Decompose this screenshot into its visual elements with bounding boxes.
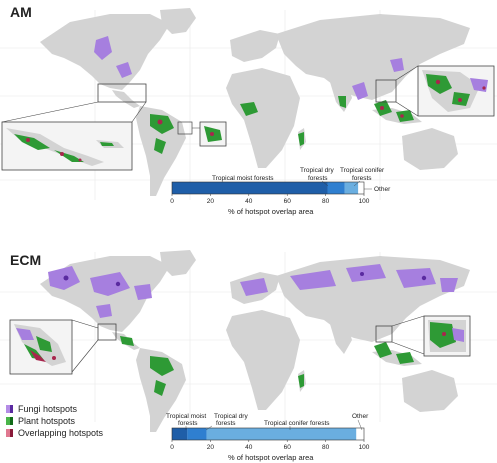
legend-swatch-fungi	[6, 404, 13, 413]
segment-label-ecm-dry-2: forests	[216, 420, 236, 427]
segment-label-ecm-dry-1: Tropical dry	[214, 413, 248, 420]
legend-swatch-overlap	[6, 428, 13, 437]
bar-tick-label-ecm-0: 0	[170, 444, 174, 451]
ecm-panel: ECM	[0, 232, 497, 463]
bar-tick-label-ecm-5: 100	[359, 444, 370, 451]
fungi-hotspots-ecm	[48, 264, 458, 318]
map-legend: Fungi hotspots Plant hotspots Overlappin…	[6, 403, 103, 439]
world-map-ecm: 0 20 40 60 80 100 Tropical moist forests Trop…	[0, 250, 497, 462]
plant-hotspots-am	[150, 96, 414, 154]
segment-label-ecm-conifer: Tropical conifer forests	[264, 420, 330, 427]
segment-label-am-moist: Tropical moist forests	[212, 175, 274, 182]
bar-segment-am-1	[327, 182, 345, 194]
legend-item-overlap: Overlapping hotspots	[6, 427, 103, 438]
europe	[230, 30, 280, 62]
inset-se-asia-ecm	[375, 315, 471, 357]
segment-label-ecm-moist-2: forests	[178, 420, 198, 427]
india	[330, 324, 352, 354]
bar-tick-label-ecm-4: 80	[322, 444, 330, 451]
australia	[402, 370, 458, 412]
legend-label-fungi: Fungi hotspots	[18, 403, 78, 414]
swatch-dark	[9, 404, 13, 413]
greenland	[160, 250, 196, 276]
stacked-bar-ecm: 0 20 40 60 80 100	[170, 427, 370, 451]
bar-tick-label-ecm-1: 20	[207, 444, 215, 451]
bar-am-annotations: Tropical moist forests Tropical dry fore…	[212, 167, 391, 216]
bar-axis-label-ecm: % of hotspot overlap area	[228, 453, 314, 462]
africa	[226, 68, 300, 168]
bar-tick-label-ecm-2: 40	[245, 444, 253, 451]
plant-hotspots-ecm	[120, 336, 414, 396]
world-map-am: 0 20 40 60 80 100 Tropical moist forests Trop…	[0, 8, 497, 216]
australia	[402, 128, 458, 170]
overlap-hotspots-am	[157, 106, 404, 125]
bar-axis-label-am: % of hotspot overlap area	[228, 207, 314, 216]
bar-tick-label-ecm-3: 60	[284, 444, 292, 451]
fungi-dark-hotspots-ecm	[63, 272, 427, 287]
asia	[276, 14, 470, 100]
legend-label-overlap: Overlapping hotspots	[18, 427, 104, 438]
central-america	[112, 90, 140, 108]
bar-tick-label-am-5: 100	[359, 198, 370, 205]
inset-brazil-am	[177, 121, 227, 147]
swatch-light	[6, 404, 10, 413]
inset-mexico-ecm	[9, 319, 117, 375]
swatch-light	[6, 416, 10, 425]
inset-central-america-am	[1, 83, 147, 171]
swatch-dark	[9, 428, 13, 437]
legend-item-fungi: Fungi hotspots	[6, 403, 103, 414]
bar-segment-am-3	[358, 182, 364, 194]
segment-label-am-conifer-2: forests	[352, 175, 372, 182]
bar-segment-ecm-2	[206, 428, 357, 440]
stacked-bar-am: 0 20 40 60 80 100	[170, 181, 370, 205]
segment-label-ecm-other: Other	[352, 413, 369, 420]
bar-segment-am-2	[344, 182, 359, 194]
segment-label-am-conifer-1: Tropical conifer	[340, 167, 385, 174]
segment-label-am-other: Other	[374, 186, 391, 193]
segment-label-am-dry-2: forests	[308, 175, 328, 182]
legend-label-plant: Plant hotspots	[18, 415, 76, 426]
bar-segment-ecm-0	[172, 428, 188, 440]
bar-tick-label-am-0: 0	[170, 198, 174, 205]
swatch-light	[6, 428, 10, 437]
am-panel: AM	[0, 0, 497, 230]
inset-se-asia-am	[375, 65, 495, 117]
bar-ecm-annotations: Tropical moist forests Tropical dry fore…	[166, 413, 369, 462]
bar-segment-ecm-1	[187, 428, 207, 440]
panel-label-am: AM	[10, 4, 32, 20]
fungi-hotspots-am	[94, 36, 404, 100]
bar-tick-label-am-2: 40	[245, 198, 253, 205]
bar-segment-am-0	[172, 182, 328, 194]
greenland	[160, 8, 196, 34]
segment-label-am-dry-1: Tropical dry	[300, 167, 334, 174]
bar-tick-label-am-4: 80	[322, 198, 330, 205]
segment-label-ecm-moist-1: Tropical moist	[166, 413, 206, 420]
panel-label-ecm: ECM	[10, 252, 42, 268]
bar-segment-ecm-3	[356, 428, 364, 440]
swatch-dark	[9, 416, 13, 425]
bar-tick-label-am-1: 20	[207, 198, 215, 205]
bar-tick-label-am-3: 60	[284, 198, 292, 205]
africa	[226, 310, 300, 410]
legend-item-plant: Plant hotspots	[6, 415, 103, 426]
legend-swatch-plant	[6, 416, 13, 425]
